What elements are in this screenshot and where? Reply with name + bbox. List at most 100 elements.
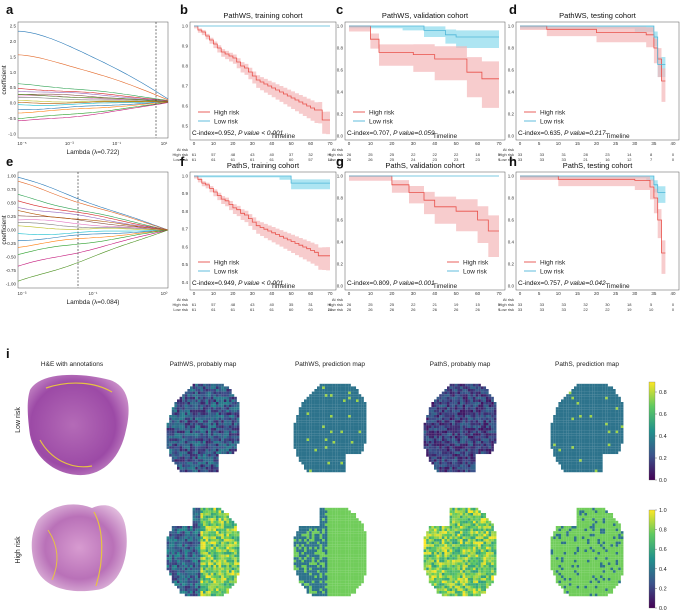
heatmap-cell (190, 443, 193, 447)
heatmap-cell (184, 404, 188, 408)
x-tick-label: 10⁻³ (65, 141, 74, 146)
heatmap-cell (177, 443, 180, 447)
heatmap-cell (231, 425, 235, 429)
heatmap-cell (332, 422, 336, 426)
heatmap-cell (581, 461, 585, 465)
heatmap-cell (423, 430, 427, 434)
heatmap-cell (579, 412, 582, 416)
heatmap-cell (174, 544, 178, 547)
heatmap-cell (179, 541, 183, 545)
heatmap-cell (205, 454, 209, 457)
heatmap-cell (574, 438, 577, 442)
heatmap-cell (353, 391, 357, 395)
heatmap-cell (314, 448, 318, 452)
heatmap-cell (574, 443, 577, 447)
heatmap-cell (615, 409, 619, 413)
heatmap-cell (226, 420, 230, 423)
heatmap-cell (566, 454, 569, 457)
heatmap-cell (589, 454, 593, 457)
heatmap-cell (361, 528, 364, 532)
heatmap-cell (184, 441, 188, 444)
heatmap-cell (607, 433, 611, 436)
heatmap-cell (226, 396, 230, 400)
heatmap-cell (574, 422, 577, 426)
x-tick-label: 40 (269, 291, 275, 296)
heatmap-cell (184, 464, 188, 468)
heatmap-cell (311, 565, 315, 568)
heatmap-cell (332, 399, 336, 403)
heatmap-cell (613, 407, 616, 410)
at-risk-high-value: 5 (498, 152, 501, 157)
heatmap-cell (306, 443, 310, 447)
heatmap-cell (584, 433, 588, 436)
heatmap-cell (460, 469, 463, 473)
heatmap-cell (330, 386, 333, 390)
heatmap-cell (353, 557, 357, 560)
heatmap-cell (345, 425, 349, 429)
heatmap-cell (579, 464, 582, 468)
heatmap-cell (467, 448, 471, 452)
heatmap-cell (483, 391, 487, 395)
heatmap-cell (462, 454, 466, 457)
heatmap-cell (197, 533, 201, 537)
heatmap-cell (203, 549, 206, 553)
y-tick-label: -0.5 (8, 116, 16, 121)
heatmap-cell (192, 383, 196, 387)
heatmap-cell (478, 404, 481, 408)
heatmap-cell (465, 391, 468, 395)
heatmap-cell (187, 541, 191, 545)
heatmap-cell (488, 394, 492, 397)
heatmap-cell (340, 533, 344, 537)
heatmap-cell (301, 435, 305, 439)
heatmap-cell (210, 583, 214, 586)
heatmap-cell (620, 409, 624, 413)
low-risk-ci-band (520, 176, 666, 206)
heatmap-cell (213, 448, 217, 452)
heatmap-cell (229, 409, 232, 413)
x-tick-label: 10 (556, 291, 562, 296)
heatmap-cell (306, 575, 310, 579)
y-tick-label: -0.25 (6, 241, 17, 246)
heatmap-cell (311, 396, 315, 400)
heatmap-cell (197, 559, 201, 563)
heatmap-cell (184, 428, 188, 431)
heatmap-cell (195, 396, 198, 400)
heatmap-cell (298, 428, 302, 431)
heatmap-cell (184, 435, 188, 439)
heatmap-cell (353, 578, 357, 581)
heatmap-cell (301, 570, 305, 573)
heatmap-cell (177, 539, 180, 542)
heatmap-cell (491, 420, 494, 423)
heatmap-cell (457, 420, 461, 423)
heatmap-cell (594, 394, 598, 397)
heatmap-cell (210, 386, 214, 390)
heatmap-cell (187, 389, 191, 392)
heatmap-cell (195, 446, 198, 449)
heatmap-cell (208, 578, 211, 581)
heatmap-cell (327, 386, 331, 390)
heatmap-cell (491, 396, 494, 400)
heatmap-cell (452, 469, 455, 473)
heatmap-cell (324, 523, 328, 527)
heatmap-cell (200, 552, 204, 555)
heatmap-cell (361, 533, 364, 537)
heatmap-cell (486, 412, 489, 416)
heatmap-cell (171, 441, 175, 444)
heatmap-cell (208, 443, 211, 447)
heatmap-cell (457, 422, 461, 426)
heatmap-cell (200, 578, 204, 581)
heatmap-cell (478, 448, 481, 452)
heatmap-cell (345, 435, 349, 439)
heatmap-cell (566, 402, 569, 405)
heatmap-cell (213, 546, 217, 550)
heatmap-cell (571, 428, 575, 431)
heatmap-cell (192, 580, 196, 584)
heatmap-cell (229, 536, 232, 540)
heatmap-cell (203, 526, 206, 529)
heatmap-cell (356, 409, 359, 413)
heatmap-cell (327, 459, 331, 462)
heatmap-cell (594, 446, 598, 449)
heatmap-cell (576, 383, 580, 387)
y-tick-label: 0.2 (508, 262, 515, 267)
heatmap-cell (210, 588, 214, 592)
